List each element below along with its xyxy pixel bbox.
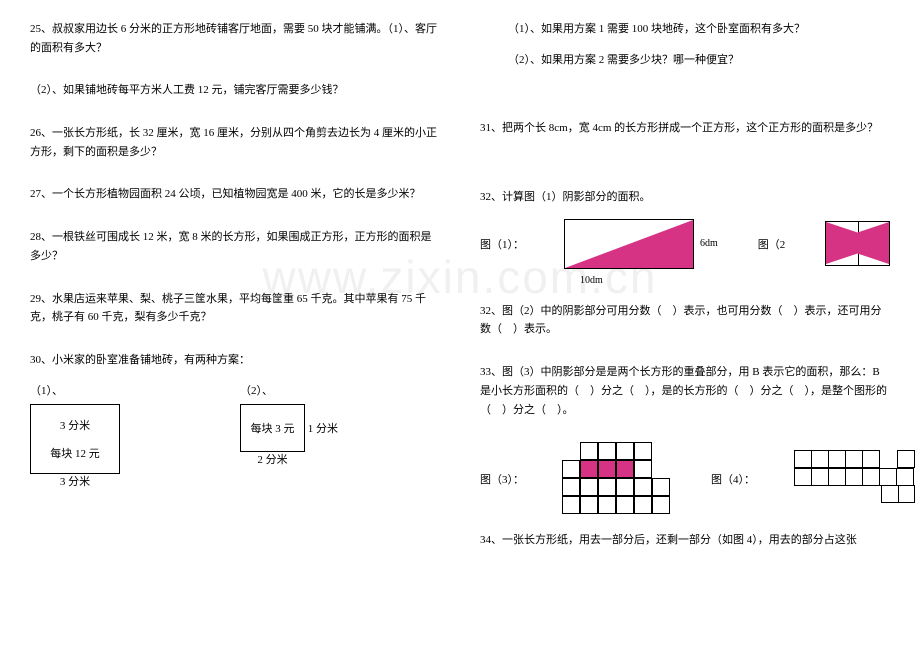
right-column: （1）、如果用方案 1 需要 100 块地砖，这个卧室面积有多大？ （2）、如果…: [480, 20, 890, 574]
q32b-text: 32、图（2）中的阴影部分可用分数（ ）表示，也可用分数（ ）表示，还可用分数（…: [480, 305, 882, 336]
q25-text: 25、叔叔家用边长 6 分米的正方形地砖铺客厅地面，需要 50 块才能铺满。（1…: [30, 23, 437, 54]
page: 25、叔叔家用边长 6 分米的正方形地砖铺客厅地面，需要 50 块才能铺满。（1…: [30, 20, 890, 574]
q31: 31、把两个长 8cm，宽 4cm 的长方形拼成一个正方形，这个正方形的面积是多…: [480, 119, 890, 138]
q27: 27、一个长方形植物园面积 24 公顷，已知植物园宽是 400 米，它的长是多少…: [30, 185, 440, 204]
r2: （2）、如果用方案 2 需要多少块？哪一种便宜？: [480, 51, 890, 70]
fig3-grid: [563, 443, 671, 515]
q34-text: 34、一张长方形纸，用去一部分后，还剩一部分（如图 4），用去的部分占这张: [480, 534, 857, 546]
fig2-tri-right: [826, 222, 889, 264]
r2-text: （2）、如果用方案 2 需要多少块？哪一种便宜？: [508, 54, 739, 66]
box2-line1: 每块 3 元: [251, 420, 295, 436]
q29-text: 29、水果店运来苹果、梨、桃子三筐水果，平均每筐重 65 千克。其中苹果有 75…: [30, 293, 426, 324]
q30-option1: （1）、 3 分米 每块 12 元 3 分米: [30, 382, 120, 474]
q30-opt1-label: （1）、: [30, 382, 120, 398]
r1: （1）、如果用方案 1 需要 100 块地砖，这个卧室面积有多大？: [480, 20, 890, 39]
box1-line1: 3 分米: [60, 417, 90, 433]
fig3-label: 图（3）：: [480, 471, 524, 487]
q30: 30、小米家的卧室准备铺地砖，有两种方案：: [30, 351, 440, 370]
q26-text: 26、一张长方形纸，长 32 厘米，宽 16 厘米，分别从四个角剪去边长为 4 …: [30, 127, 437, 158]
q30-text: 30、小米家的卧室准备铺地砖，有两种方案：: [30, 354, 250, 366]
box2-dim-bottom: 2 分米: [257, 451, 287, 467]
q26: 26、一张长方形纸，长 32 厘米，宽 16 厘米，分别从四个角剪去边长为 4 …: [30, 124, 440, 161]
fig1-rect: [564, 219, 694, 269]
fig1-triangle: [565, 220, 693, 268]
r1-text: （1）、如果用方案 1 需要 100 块地砖，这个卧室面积有多大？: [508, 23, 805, 35]
q30-box2: 每块 3 元 1 分米 2 分米: [240, 404, 305, 452]
q33-text: 33、图（3）中阴影部分是是两个长方形的重叠部分，用 B 表示它的面积，那么：B…: [480, 366, 887, 415]
fig2: [825, 221, 890, 266]
q25: 25、叔叔家用边长 6 分米的正方形地砖铺客厅地面，需要 50 块才能铺满。（1…: [30, 20, 440, 57]
fig1-dim-bottom: 10dm: [580, 275, 890, 286]
figures-row-2: 图（3）： 图（4）：: [480, 443, 890, 515]
q32: 32、计算图（1）阴影部分的面积。: [480, 188, 890, 207]
q30-option2: （2）、 每块 3 元 1 分米 2 分米: [240, 382, 305, 474]
q30-opt2-label: （2）、: [240, 382, 305, 398]
q25-2-text: （2）、如果铺地砖每平方米人工费 12 元，铺完客厅需要多少钱？: [30, 84, 344, 96]
q28-text: 28、一根铁丝可围成长 12 米，宽 8 米的长方形，如果围成正方形，正方形的面…: [30, 231, 432, 262]
q25-part2: （2）、如果铺地砖每平方米人工费 12 元，铺完客厅需要多少钱？: [30, 81, 440, 100]
figures-row-1: 图（1）： 6dm 图（2: [480, 219, 890, 269]
q30-box1: 3 分米 每块 12 元 3 分米: [30, 404, 120, 474]
q32-text: 32、计算图（1）阴影部分的面积。: [480, 191, 651, 203]
q34: 34、一张长方形纸，用去一部分后，还剩一部分（如图 4），用去的部分占这张: [480, 531, 890, 550]
q32b: 32、图（2）中的阴影部分可用分数（ ）表示，也可用分数（ ）表示，还可用分数（…: [480, 302, 890, 339]
fig1-dim-right: 6dm: [700, 238, 718, 249]
q33: 33、图（3）中阴影部分是是两个长方形的重叠部分，用 B 表示它的面积，那么：B…: [480, 363, 890, 419]
fig4-label: 图（4）：: [711, 471, 755, 487]
left-column: 25、叔叔家用边长 6 分米的正方形地砖铺客厅地面，需要 50 块才能铺满。（1…: [30, 20, 440, 574]
q30-options: （1）、 3 分米 每块 12 元 3 分米 （2）、 每块 3 元 1 分米 …: [30, 382, 440, 474]
box2-dim-right: 1 分米: [308, 420, 338, 436]
box1-dim-bottom: 3 分米: [60, 473, 90, 489]
q31-text: 31、把两个长 8cm，宽 4cm 的长方形拼成一个正方形，这个正方形的面积是多…: [480, 122, 878, 134]
fig1-label: 图（1）：: [480, 236, 524, 252]
box1-line2: 每块 12 元: [50, 445, 100, 461]
fig1: 6dm: [564, 219, 718, 269]
q27-text: 27、一个长方形植物园面积 24 公顷，已知植物园宽是 400 米，它的长是多少…: [30, 188, 421, 200]
fig2-label: 图（2: [758, 236, 786, 252]
q29: 29、水果店运来苹果、梨、桃子三筐水果，平均每筐重 65 千克。其中苹果有 75…: [30, 290, 440, 327]
q28: 28、一根铁丝可围成长 12 米，宽 8 米的长方形，如果围成正方形，正方形的面…: [30, 228, 440, 265]
fig4-grid: [795, 451, 915, 507]
